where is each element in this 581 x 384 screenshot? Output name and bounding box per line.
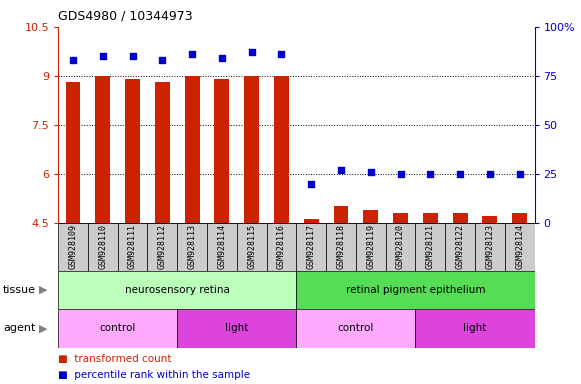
Text: ■  transformed count: ■ transformed count	[58, 354, 171, 364]
Text: GSM928124: GSM928124	[515, 224, 524, 269]
Bar	[117, 223, 148, 271]
Bar	[296, 223, 326, 271]
Point	[277, 51, 286, 57]
Text: neurosensory retina: neurosensory retina	[125, 285, 229, 295]
Point	[366, 169, 375, 175]
Bar	[207, 223, 237, 271]
Text: light: light	[225, 323, 249, 333]
Point	[98, 53, 107, 59]
Bar	[326, 223, 356, 271]
Point	[69, 57, 78, 63]
Text: GSM928120: GSM928120	[396, 224, 405, 269]
Bar	[95, 76, 110, 223]
Text: GSM928113: GSM928113	[188, 224, 196, 269]
Bar	[304, 220, 318, 223]
Bar	[475, 223, 505, 271]
Bar	[58, 309, 177, 348]
Text: GSM928115: GSM928115	[247, 224, 256, 269]
Bar	[386, 223, 415, 271]
Bar	[58, 271, 296, 309]
Point	[307, 180, 316, 187]
Text: GSM928119: GSM928119	[366, 224, 375, 269]
Text: ▶: ▶	[40, 285, 48, 295]
Bar	[505, 223, 535, 271]
Text: GSM928109: GSM928109	[69, 224, 77, 269]
Point	[128, 53, 137, 59]
Text: GSM928122: GSM928122	[456, 224, 465, 269]
Point	[396, 170, 405, 177]
Bar	[267, 223, 296, 271]
Bar	[482, 216, 497, 223]
Bar	[356, 223, 386, 271]
Text: ■  percentile rank within the sample: ■ percentile rank within the sample	[58, 370, 250, 380]
Bar	[177, 309, 296, 348]
Text: GSM928121: GSM928121	[426, 224, 435, 269]
Bar	[274, 76, 289, 223]
Bar	[415, 309, 535, 348]
Text: ▶: ▶	[40, 323, 48, 333]
Bar	[296, 271, 535, 309]
Bar	[415, 223, 445, 271]
Bar	[88, 223, 117, 271]
Bar	[214, 79, 229, 223]
Point	[456, 170, 465, 177]
Bar	[445, 223, 475, 271]
Text: control: control	[99, 323, 136, 333]
Bar	[363, 210, 378, 223]
Text: GSM928123: GSM928123	[485, 224, 494, 269]
Text: GSM928117: GSM928117	[307, 224, 315, 269]
Text: GDS4980 / 10344973: GDS4980 / 10344973	[58, 10, 193, 23]
Bar	[237, 223, 267, 271]
Text: retinal pigment epithelium: retinal pigment epithelium	[346, 285, 485, 295]
Bar	[296, 309, 415, 348]
Text: GSM928111: GSM928111	[128, 224, 137, 269]
Bar	[177, 223, 207, 271]
Bar	[185, 76, 199, 223]
Point	[336, 167, 346, 173]
Text: GSM928114: GSM928114	[217, 224, 227, 269]
Text: GSM928112: GSM928112	[158, 224, 167, 269]
Bar	[333, 207, 349, 223]
Bar	[453, 213, 468, 223]
Bar	[155, 82, 170, 223]
Text: GSM928116: GSM928116	[277, 224, 286, 269]
Point	[188, 51, 197, 57]
Point	[426, 170, 435, 177]
Text: GSM928110: GSM928110	[98, 224, 107, 269]
Point	[157, 57, 167, 63]
Bar	[423, 213, 437, 223]
Bar	[244, 76, 259, 223]
Point	[485, 170, 494, 177]
Bar	[512, 213, 527, 223]
Text: control: control	[338, 323, 374, 333]
Point	[217, 55, 227, 61]
Bar	[66, 82, 80, 223]
Bar	[393, 213, 408, 223]
Point	[247, 49, 256, 55]
Bar	[148, 223, 177, 271]
Bar	[125, 79, 140, 223]
Text: GSM928118: GSM928118	[336, 224, 346, 269]
Text: light: light	[463, 323, 487, 333]
Text: tissue: tissue	[3, 285, 36, 295]
Text: agent: agent	[3, 323, 35, 333]
Point	[515, 170, 524, 177]
Bar	[58, 223, 88, 271]
